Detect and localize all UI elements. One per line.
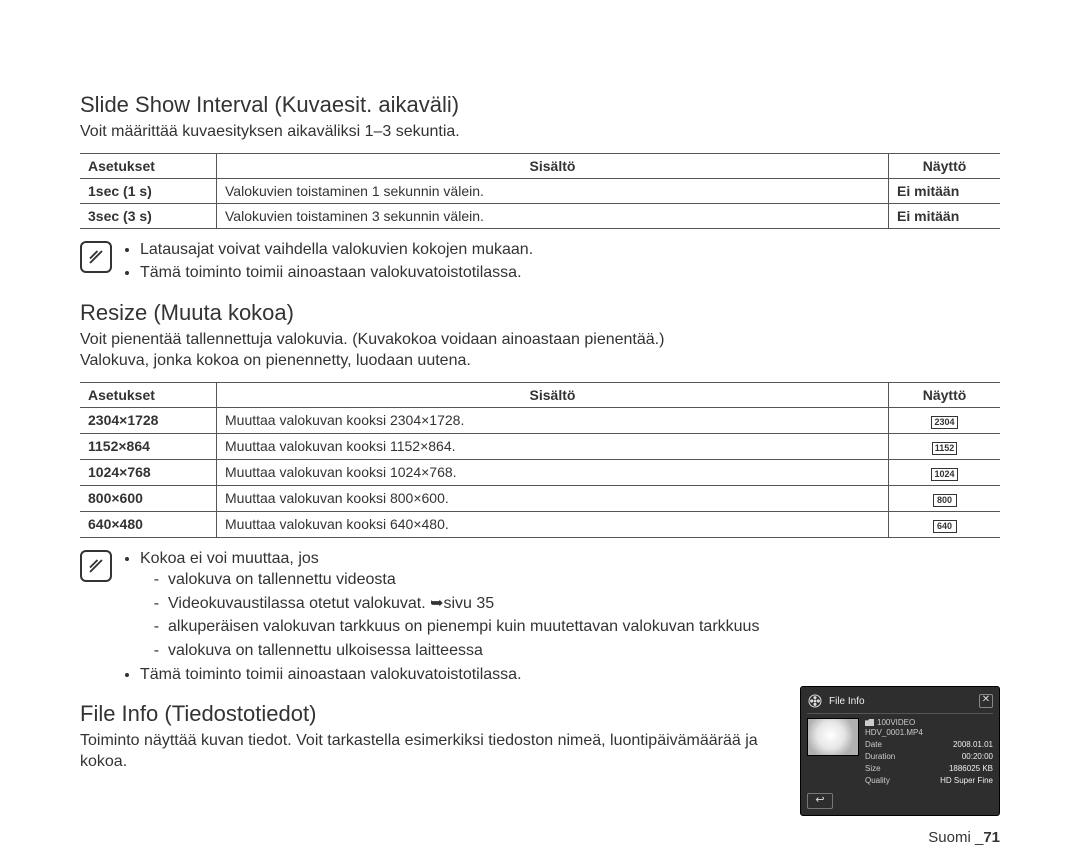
table-row: 1152×864 Muuttaa valokuvan kooksi 1152×8… xyxy=(80,433,1000,459)
section1-lead: Voit määrittää kuvaesityksen aikaväliksi… xyxy=(80,122,1000,143)
table-row: 3sec (3 s) Valokuvien toistaminen 3 seku… xyxy=(80,203,1000,228)
fileinfo-thumb xyxy=(807,718,859,756)
cell-desc: Muuttaa valokuvan kooksi 1024×768. xyxy=(217,459,889,485)
note-item: Kokoa ei voi muuttaa, jos valokuva on ta… xyxy=(140,548,759,662)
cell-desc: Muuttaa valokuvan kooksi 1152×864. xyxy=(217,433,889,459)
size-badge: 1152 xyxy=(932,442,958,455)
note-subitem: alkuperäisen valokuvan tarkkuus on piene… xyxy=(168,616,759,638)
cell-opt: 3sec (3 s) xyxy=(80,203,217,228)
th-naytto: Näyttö xyxy=(889,153,1001,178)
footer-page: 71 xyxy=(983,829,1000,846)
cell-opt: 2304×1728 xyxy=(80,407,217,433)
table-row: 1sec (1 s) Valokuvien toistaminen 1 seku… xyxy=(80,178,1000,203)
fileinfo-row: Date2008.01.01 xyxy=(865,739,993,751)
cell-disp: 640 xyxy=(889,511,1001,537)
cell-opt: 1sec (1 s) xyxy=(80,178,217,203)
th-asetukset: Asetukset xyxy=(80,382,217,407)
cell-disp: 2304 xyxy=(889,407,1001,433)
fileinfo-row: Duration00:20:00 xyxy=(865,751,993,763)
note-item: Tämä toiminto toimii ainoastaan valokuva… xyxy=(140,262,533,284)
fileinfo-title: File Info xyxy=(829,696,865,707)
table-slideshow: Asetukset Sisältö Näyttö 1sec (1 s) Valo… xyxy=(80,153,1000,229)
cell-opt: 800×600 xyxy=(80,485,217,511)
note-block-2: Kokoa ei voi muuttaa, jos valokuva on ta… xyxy=(80,548,1000,688)
cell-desc: Muuttaa valokuvan kooksi 640×480. xyxy=(217,511,889,537)
table-row: 800×600 Muuttaa valokuvan kooksi 800×600… xyxy=(80,485,1000,511)
close-icon[interactable]: ✕ xyxy=(979,694,993,708)
note-item: Tämä toiminto toimii ainoastaan valokuva… xyxy=(140,664,759,686)
cell-opt: 640×480 xyxy=(80,511,217,537)
page-footer: Suomi _71 xyxy=(928,829,1000,846)
cell-disp: 1024 xyxy=(889,459,1001,485)
fileinfo-row: Size1886025 KB xyxy=(865,763,993,775)
fileinfo-folder: 100VIDEO xyxy=(865,718,993,727)
back-button[interactable]: ↩ xyxy=(807,793,833,809)
cell-desc: Muuttaa valokuvan kooksi 800×600. xyxy=(217,485,889,511)
th-sisalto: Sisältö xyxy=(217,153,889,178)
section1-title: Slide Show Interval (Kuvaesit. aikaväli) xyxy=(80,92,1000,118)
table-resize: Asetukset Sisältö Näyttö 2304×1728 Muutt… xyxy=(80,382,1000,538)
note-subitem: Videokuvaustilassa otetut valokuvat. ➥si… xyxy=(168,593,759,615)
size-badge: 640 xyxy=(933,520,957,533)
cell-opt: 1024×768 xyxy=(80,459,217,485)
cell-disp: 1152 xyxy=(889,433,1001,459)
cell-opt: 1152×864 xyxy=(80,433,217,459)
cell-disp: Ei mitään xyxy=(889,178,1001,203)
cell-disp: 800 xyxy=(889,485,1001,511)
cell-desc: Valokuvien toistaminen 3 sekunnin välein… xyxy=(217,203,889,228)
fileinfo-panel: File Info ✕ 100VIDEO HDV_0001.MP4 Date20… xyxy=(800,686,1000,816)
table-row: 2304×1728 Muuttaa valokuvan kooksi 2304×… xyxy=(80,407,1000,433)
th-naytto: Näyttö xyxy=(889,382,1001,407)
section2-lead2: Valokuva, jonka kokoa on pienennetty, lu… xyxy=(80,351,1000,372)
section2-lead1: Voit pienentää tallennettuja valokuvia. … xyxy=(80,330,1000,351)
cell-desc: Muuttaa valokuvan kooksi 2304×1728. xyxy=(217,407,889,433)
size-badge: 1024 xyxy=(931,468,957,481)
note-icon xyxy=(80,550,112,582)
footer-lang: Suomi _ xyxy=(928,829,983,846)
section3-lead: Toiminto näyttää kuvan tiedot. Voit tark… xyxy=(80,731,780,773)
note-item: Latausajat voivat vaihdella valokuvien k… xyxy=(140,239,533,261)
note-block-1: Latausajat voivat vaihdella valokuvien k… xyxy=(80,239,1000,286)
note-subitem: valokuva on tallennettu videosta xyxy=(168,569,759,591)
fileinfo-filename: HDV_0001.MP4 xyxy=(865,727,993,739)
note-subitem: valokuva on tallennettu ulkoisessa laitt… xyxy=(168,640,759,662)
table-row: 640×480 Muuttaa valokuvan kooksi 640×480… xyxy=(80,511,1000,537)
size-badge: 2304 xyxy=(931,416,957,429)
film-reel-icon xyxy=(807,693,823,709)
fileinfo-row: QualityHD Super Fine xyxy=(865,775,993,787)
th-sisalto: Sisältö xyxy=(217,382,889,407)
note-icon xyxy=(80,241,112,273)
cell-desc: Valokuvien toistaminen 1 sekunnin välein… xyxy=(217,178,889,203)
table-row: 1024×768 Muuttaa valokuvan kooksi 1024×7… xyxy=(80,459,1000,485)
th-asetukset: Asetukset xyxy=(80,153,217,178)
cell-disp: Ei mitään xyxy=(889,203,1001,228)
size-badge: 800 xyxy=(933,494,957,507)
folder-icon xyxy=(865,719,874,726)
section2-title: Resize (Muuta kokoa) xyxy=(80,300,1000,326)
